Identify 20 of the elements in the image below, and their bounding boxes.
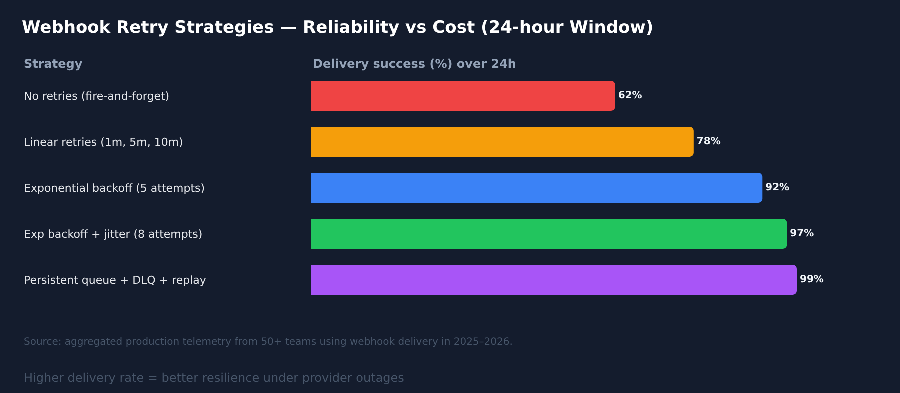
text: Higher delivery rate = better resilience under provider outages [24, 371, 404, 385]
data-label: 99% [800, 274, 824, 286]
data-label: 78% [696, 136, 721, 148]
bar [311, 265, 797, 295]
y-tick-label: Persistent queue + DLQ + replay [24, 274, 207, 287]
x-axis-title: Delivery success (%) over 24h [313, 57, 516, 71]
data-label: 92% [766, 182, 790, 194]
y-tick-label: Exp backoff + jitter (8 attempts) [24, 228, 203, 241]
bar [311, 127, 694, 157]
source-note: Source: aggregated production telemetry from 50+ teams using webhook delivery in 2025–2026. [24, 337, 513, 348]
data-label: 62% [618, 90, 642, 102]
data-label: 97% [790, 228, 814, 240]
bar [311, 81, 616, 111]
chart-title: Webhook Retry Strategies — Reliability vs Cost (24-hour Window) [22, 18, 654, 38]
bar [311, 173, 763, 203]
bar [311, 219, 788, 249]
y-axis-title: Strategy [24, 57, 83, 71]
y-tick-label: Linear retries (1m, 5m, 10m) [24, 136, 184, 149]
y-tick-label: Exponential backoff (5 attempts) [24, 182, 206, 195]
y-tick-label: No retries (fire-and-forget) [24, 90, 170, 103]
